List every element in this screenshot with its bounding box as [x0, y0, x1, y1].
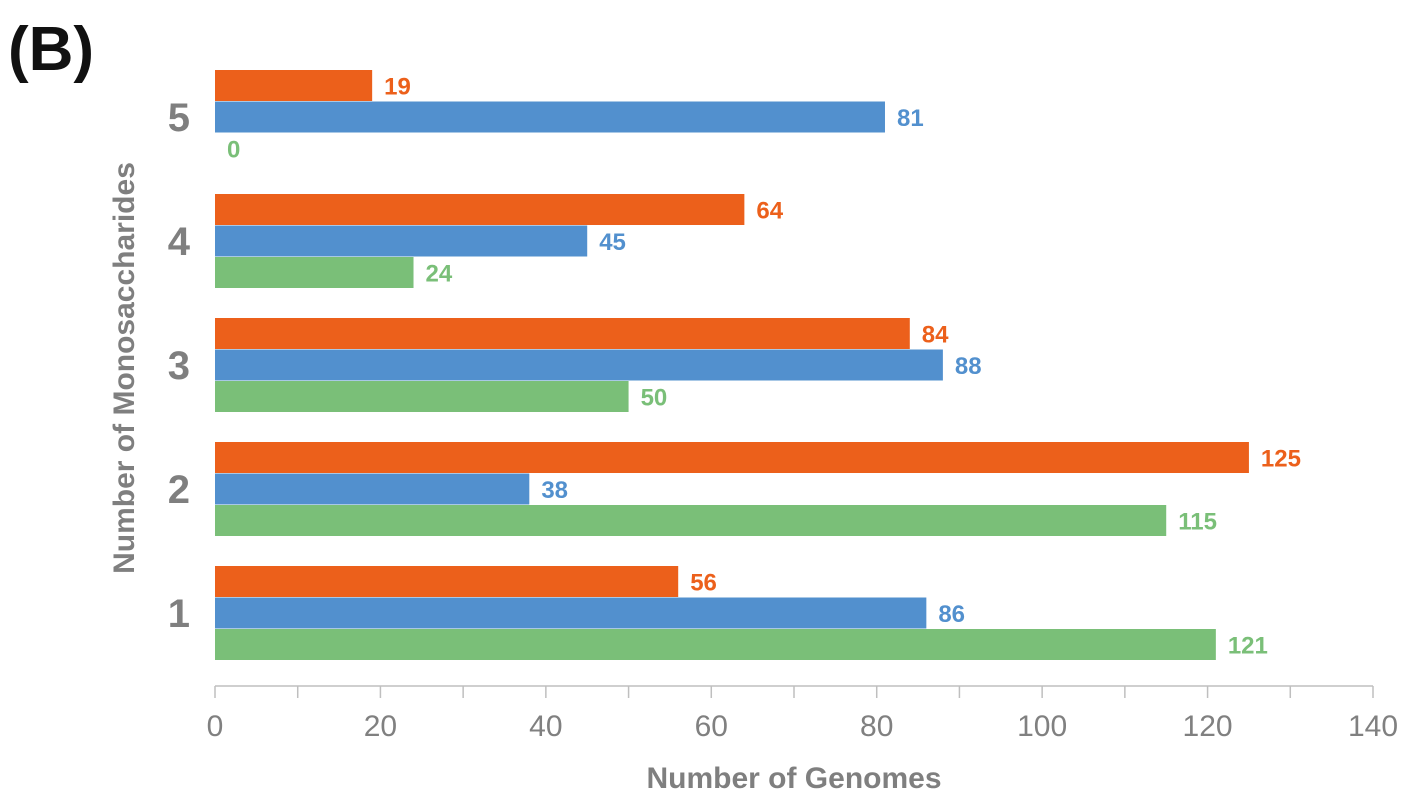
bar-cat5-s2 — [215, 70, 373, 101]
data-label-cat1-s2: 56 — [690, 570, 717, 597]
category-label-2: 2 — [168, 468, 190, 512]
x-tick-label-20: 20 — [364, 710, 397, 743]
data-label-cat5-s2: 19 — [384, 74, 411, 101]
data-label-cat3-s2: 84 — [922, 322, 949, 349]
bar-cat3-s1 — [215, 349, 943, 381]
bar-cat3-s2 — [215, 318, 910, 349]
x-tick-label-120: 120 — [1183, 710, 1233, 743]
bar-cat4-s2 — [215, 194, 745, 225]
bar-cat4-s0 — [215, 257, 414, 288]
bar-cat4-s1 — [215, 225, 588, 257]
data-label-cat1-s0: 121 — [1228, 633, 1268, 660]
data-label-cat5-s0: 0 — [227, 137, 240, 164]
data-label-cat3-s0: 50 — [641, 385, 668, 412]
x-axis-title: Number of Genomes — [646, 762, 941, 794]
data-label-cat4-s1: 45 — [599, 229, 626, 256]
data-label-cat1-s1: 86 — [938, 601, 965, 628]
category-label-5: 5 — [168, 96, 190, 140]
bar-cat1-s2 — [215, 566, 679, 597]
bar-cat2-s0 — [215, 505, 1167, 536]
bars-group — [215, 70, 1249, 660]
y-axis-title: Number of Monosaccharides — [108, 162, 141, 574]
bar-cat5-s1 — [215, 101, 885, 133]
data-label-cat2-s0: 115 — [1178, 509, 1217, 536]
data-label-cat2-s1: 38 — [541, 477, 568, 504]
data-label-cat2-s2: 125 — [1261, 446, 1301, 473]
category-labels-group: 1 2 3 4 5 — [168, 96, 191, 636]
x-tick-label-0: 0 — [207, 710, 224, 743]
bar-cat1-s0 — [215, 629, 1216, 660]
data-label-cat5-s1: 81 — [897, 105, 924, 132]
bar-cat1-s1 — [215, 597, 927, 629]
category-label-4: 4 — [168, 220, 191, 264]
bar-cat2-s2 — [215, 442, 1249, 473]
data-label-cat4-s0: 24 — [426, 261, 453, 288]
x-tick-label-140: 140 — [1348, 710, 1398, 743]
x-tick-label-40: 40 — [529, 710, 562, 743]
bar-cat2-s1 — [215, 473, 530, 505]
category-label-1: 1 — [168, 592, 190, 636]
x-tick-label-60: 60 — [695, 710, 728, 743]
data-label-cat3-s1: 88 — [955, 353, 982, 380]
panel-label: (B) — [8, 15, 94, 84]
bar-cat3-s0 — [215, 381, 629, 412]
x-tick-label-100: 100 — [1017, 710, 1067, 743]
x-tick-label-80: 80 — [860, 710, 893, 743]
category-label-3: 3 — [168, 344, 190, 388]
data-label-cat4-s2: 64 — [756, 198, 783, 225]
x-ticks-group: 0 20 40 60 80 100 120 140 — [207, 686, 1398, 743]
